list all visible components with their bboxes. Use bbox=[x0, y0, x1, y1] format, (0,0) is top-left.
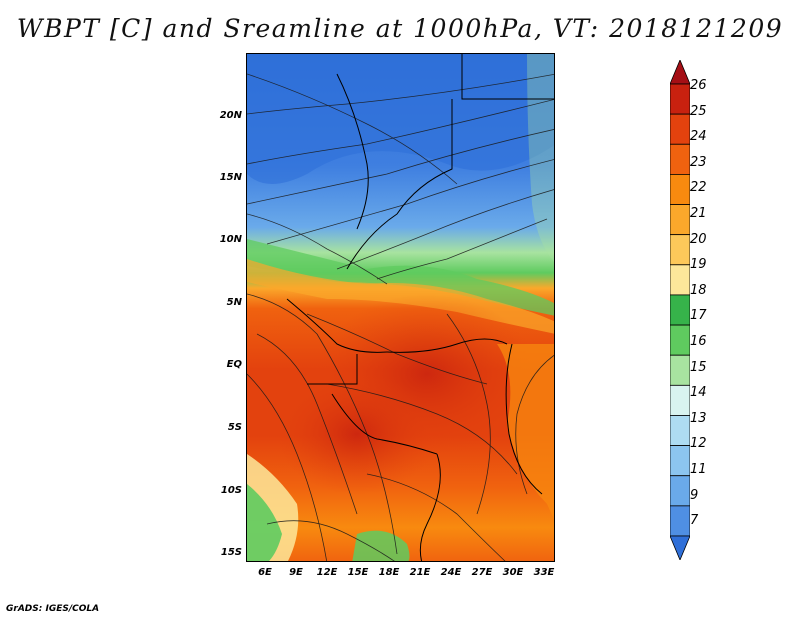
colorbar-segment bbox=[670, 294, 690, 326]
colorbar-segment bbox=[670, 415, 690, 447]
wbpt-field bbox=[247, 54, 554, 561]
streamlines bbox=[247, 73, 554, 561]
colorbar-label: 7 bbox=[690, 513, 699, 529]
colorbar-label: 18 bbox=[690, 282, 707, 298]
lat-label: 15N bbox=[219, 172, 242, 183]
lat-label: 15S bbox=[220, 547, 242, 558]
colorbar-segment bbox=[670, 143, 690, 175]
colorbar-label: 14 bbox=[690, 385, 707, 401]
colorbar-label: 11 bbox=[690, 462, 707, 477]
colorbar-arrow-top bbox=[670, 60, 690, 85]
colorbar-label: 16 bbox=[690, 334, 707, 349]
colorbar-label: 22 bbox=[690, 180, 707, 196]
lat-label: 10N bbox=[219, 234, 242, 245]
colorbar-label: 20 bbox=[690, 231, 707, 247]
colorbar-label: 12 bbox=[690, 436, 707, 452]
colorbar-segment bbox=[670, 204, 690, 236]
colorbar-segment bbox=[670, 505, 690, 537]
colorbar-segment bbox=[670, 174, 690, 205]
colorbar-segment bbox=[670, 475, 690, 507]
colorbar-label: 24 bbox=[690, 129, 707, 145]
map-panel bbox=[246, 53, 555, 562]
colorbar bbox=[670, 60, 690, 560]
lon-label: 18E bbox=[378, 567, 400, 578]
lon-label: 24E bbox=[440, 567, 462, 578]
colorbar-segment bbox=[670, 83, 690, 115]
colorbar-label: 23 bbox=[690, 154, 707, 170]
lat-label: 20N bbox=[219, 110, 242, 121]
colorbar-segment bbox=[670, 445, 690, 477]
lon-label: 15E bbox=[347, 567, 369, 578]
colorbar-segment bbox=[670, 384, 690, 416]
colorbar-label: 9 bbox=[690, 487, 699, 503]
lat-label: 5S bbox=[227, 422, 242, 433]
lon-label: 9E bbox=[289, 567, 303, 578]
colorbar-label: 17 bbox=[690, 308, 707, 324]
lon-label: 6E bbox=[258, 567, 272, 578]
lat-label: 10S bbox=[220, 485, 242, 496]
colorbar-segment bbox=[670, 234, 690, 266]
colorbar-label: 13 bbox=[690, 410, 707, 426]
country-boundaries bbox=[286, 54, 554, 561]
colorbar-arrow-bottom bbox=[670, 535, 690, 560]
lat-label: EQ bbox=[226, 359, 242, 370]
lon-label: 27E bbox=[471, 567, 493, 578]
colorbar-label: 26 bbox=[690, 78, 707, 93]
colorbar-segment bbox=[670, 354, 690, 386]
colorbar-segment bbox=[670, 264, 690, 296]
lat-label: 5N bbox=[226, 297, 242, 308]
colorbar-segment bbox=[670, 113, 690, 145]
colorbar-label: 21 bbox=[690, 206, 707, 221]
lon-label: 33E bbox=[533, 567, 555, 578]
lon-label: 12E bbox=[316, 567, 338, 578]
map-title: WBPT [C] and Sreamline at 1000hPa, VT: 2… bbox=[16, 14, 784, 43]
lon-label: 30E bbox=[502, 567, 524, 578]
colorbar-label: 25 bbox=[690, 103, 707, 119]
grads-credit: GrADS: IGES/COLA bbox=[6, 604, 100, 614]
lon-label: 21E bbox=[409, 567, 431, 578]
colorbar-label: 19 bbox=[690, 257, 707, 273]
colorbar-label: 15 bbox=[690, 359, 707, 375]
colorbar-segment bbox=[670, 324, 690, 356]
